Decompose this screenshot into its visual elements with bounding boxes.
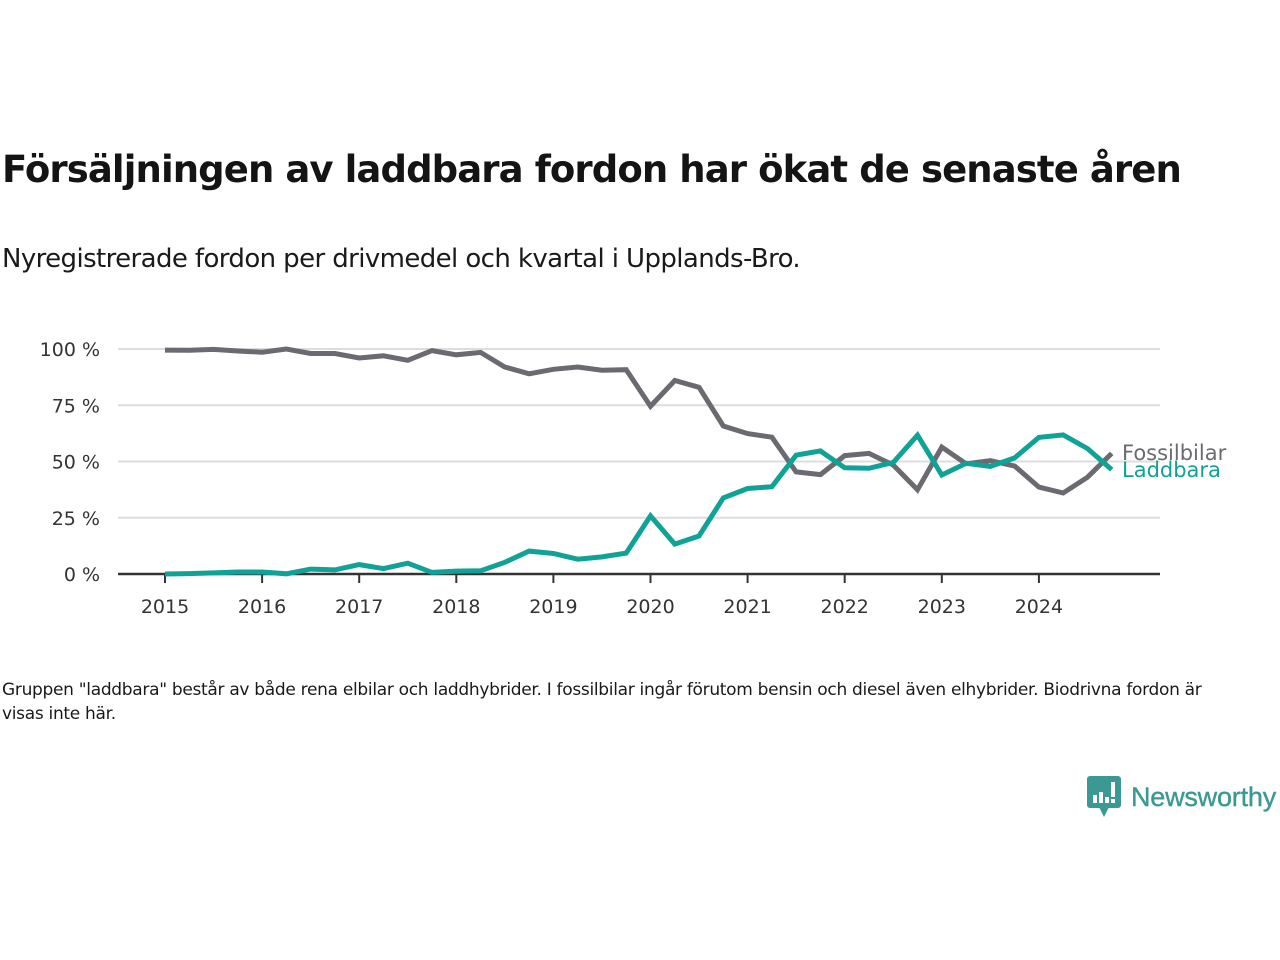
gridlines: [118, 348, 1160, 519]
x-tick-label: 2015: [141, 596, 189, 618]
x-tick-label: 2021: [723, 596, 771, 618]
x-tick-label: 2016: [238, 596, 286, 618]
series-label-fossilbilar: Fossilbilar: [1122, 441, 1227, 465]
chart-title: Försäljningen av laddbara fordon har öka…: [2, 148, 1182, 191]
y-tick-label: 100 %: [40, 339, 100, 361]
x-tick-label: 2017: [335, 596, 383, 618]
series-label-laddbara: Laddbara: [1122, 458, 1221, 482]
chart-subtitle: Nyregistrerade fordon per drivmedel och …: [2, 244, 801, 274]
x-tick-label: 2024: [1015, 596, 1063, 618]
y-tick-label: 50 %: [52, 452, 100, 474]
brand-name: Newsworthy: [1130, 781, 1277, 812]
series-line-fossilbilar: [164, 346, 1114, 496]
y-tick-label: 0 %: [64, 564, 100, 586]
x-tick-label: 2019: [529, 596, 577, 618]
x-tick-label: 2023: [918, 596, 966, 618]
series-line-laddbara: [164, 431, 1114, 577]
y-tick-label: 25 %: [52, 508, 100, 530]
y-axis: 0 % 25 % 50 % 75 % 100 %: [40, 339, 100, 586]
x-tick-label: 2018: [432, 596, 480, 618]
brand[interactable]: Newsworthy: [1086, 776, 1277, 818]
footnote: Gruppen "laddbara" består av både rena e…: [2, 680, 1202, 724]
x-tick-label: 2020: [626, 596, 674, 618]
y-tick-label: 75 %: [52, 395, 100, 417]
x-tick-label: 2022: [821, 596, 869, 618]
series-lines: [164, 346, 1114, 577]
x-axis: 2015 2016 2017 2018 2019 2020 2021 2022 2023 2024: [118, 572, 1160, 618]
line-chart: 0 %25 %50 %75 %100 % 2015 2016 2017 2018 201…: [40, 339, 1227, 618]
newsworthy-chart-bubble-icon: [1086, 776, 1121, 817]
